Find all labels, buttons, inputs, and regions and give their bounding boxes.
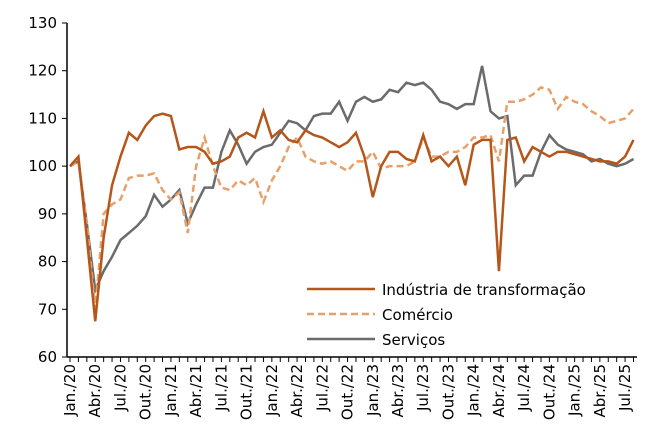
x-tick-label: Out./23 <box>439 364 457 420</box>
series-line <box>69 107 635 322</box>
y-tick-label: 120 <box>28 62 57 80</box>
x-tick-label: Jul./20 <box>111 364 129 412</box>
y-tick-label: 130 <box>28 14 57 32</box>
legend-label: Serviços <box>382 331 445 349</box>
y-tick-label: 80 <box>38 253 57 271</box>
x-tick-label: Jul./25 <box>616 364 634 412</box>
x-tick-label: Abr./24 <box>490 364 508 417</box>
x-tick-label: Jul./21 <box>212 364 230 412</box>
x-tick-label: Jul./23 <box>414 364 432 412</box>
x-tick-label: Out./21 <box>238 364 256 420</box>
x-tick-label: Out./20 <box>137 364 155 420</box>
y-tick-label: 110 <box>28 109 57 127</box>
legend-label: Indústria de transformação <box>382 281 586 299</box>
x-tick-label: Out./24 <box>540 364 558 420</box>
legend-label: Comércio <box>382 306 453 324</box>
x-tick-label: Jul./24 <box>515 364 533 412</box>
x-tick-label: Jul./22 <box>313 364 331 412</box>
y-tick-label: 60 <box>38 348 57 366</box>
x-tick-label: Out./22 <box>339 364 357 420</box>
x-tick-label: Abr./20 <box>86 364 104 417</box>
x-tick-label: Abr./21 <box>187 364 205 417</box>
x-tick-label: Jan./20 <box>61 364 79 417</box>
series-line <box>69 65 635 295</box>
x-tick-label: Abr./22 <box>288 364 306 417</box>
y-tick-label: 90 <box>38 205 57 223</box>
y-tick-label: 70 <box>38 300 57 318</box>
x-tick-label: Abr./25 <box>591 364 609 417</box>
x-tick-label: Jan./24 <box>465 364 483 417</box>
x-tick-label: Jan./21 <box>162 364 180 417</box>
x-tick-label: Jan./23 <box>364 364 382 417</box>
series-line <box>69 86 635 310</box>
y-tick-label: 100 <box>28 157 57 175</box>
x-tick-label: Jan./22 <box>263 364 281 417</box>
x-tick-label: Abr./23 <box>389 364 407 417</box>
x-tick-label: Jan./25 <box>566 364 584 417</box>
